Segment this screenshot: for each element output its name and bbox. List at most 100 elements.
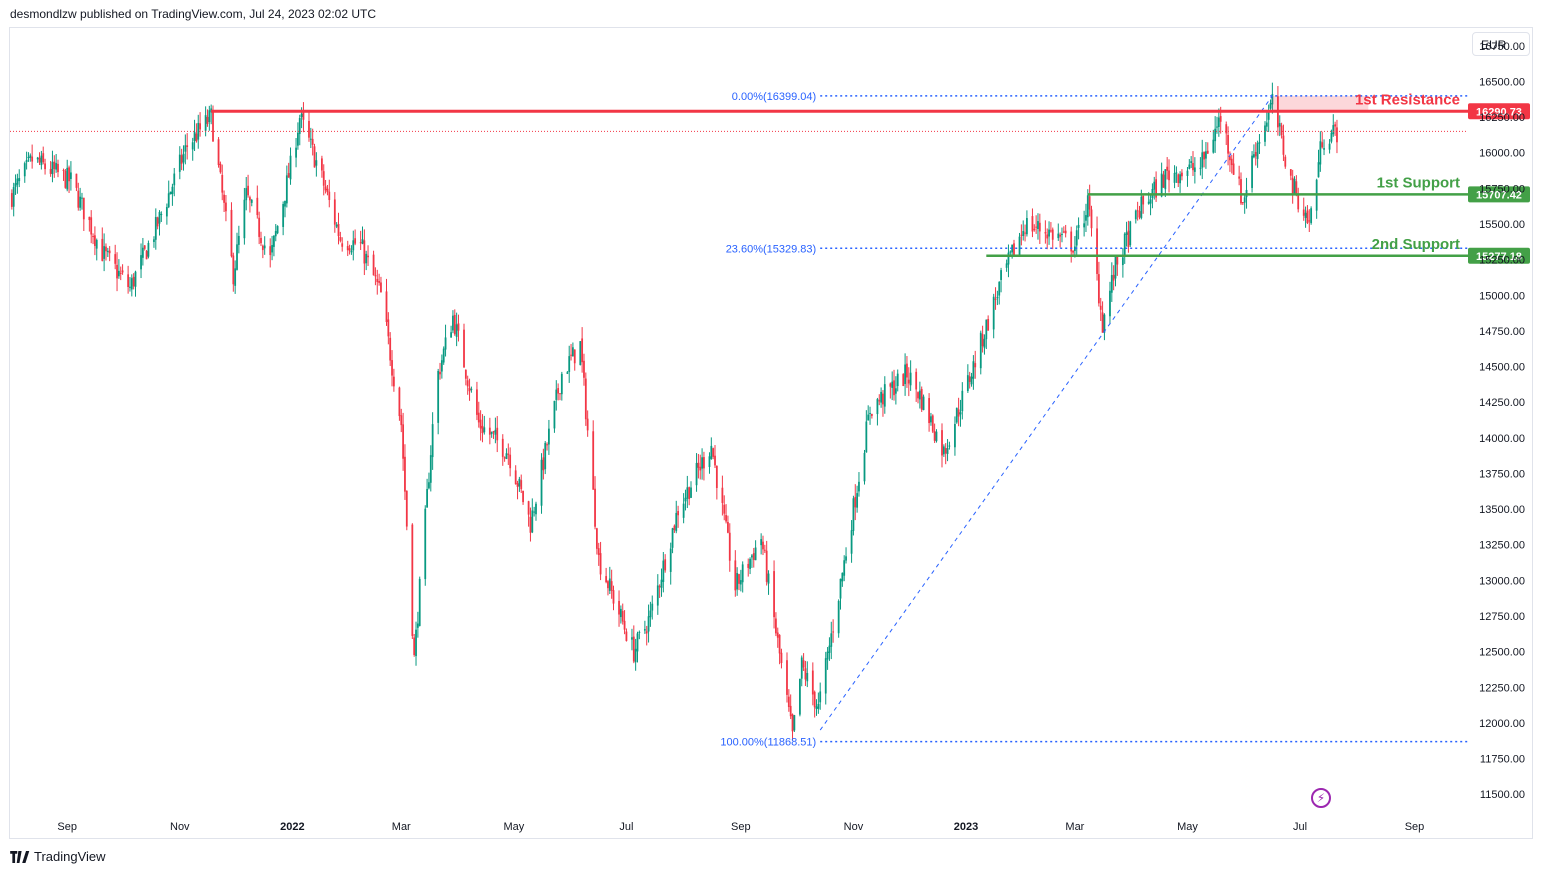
candle-body: [518, 478, 521, 487]
candle: [942, 444, 945, 457]
candle: [1129, 220, 1132, 247]
candle-body: [1007, 252, 1010, 265]
candle: [1018, 232, 1021, 257]
candle: [365, 250, 368, 271]
candle-body: [832, 631, 835, 633]
y-tick-label: 14500.00: [1479, 362, 1525, 374]
flash-icon[interactable]: ⚡: [1311, 788, 1331, 808]
candle: [520, 474, 523, 494]
candle: [450, 325, 452, 338]
candle: [1291, 169, 1294, 204]
candle: [315, 152, 318, 177]
candle: [738, 573, 740, 591]
footer-brand[interactable]: TradingView: [10, 849, 106, 864]
candle: [180, 148, 183, 171]
candle: [1149, 193, 1152, 216]
candle: [968, 371, 971, 389]
candle-body: [258, 217, 261, 237]
candle-body: [1020, 234, 1023, 236]
candle: [793, 714, 796, 733]
candle: [954, 416, 956, 456]
candle-body: [250, 199, 253, 203]
candle: [754, 540, 757, 561]
candle-body: [594, 488, 596, 527]
candle: [1264, 121, 1266, 147]
candle: [269, 238, 272, 268]
candle-body: [57, 163, 59, 173]
candle-body: [42, 153, 45, 163]
candle: [533, 506, 536, 517]
candle-body: [1116, 255, 1119, 265]
candle-body: [714, 455, 716, 466]
candle-body: [400, 415, 403, 426]
candle-body: [715, 465, 718, 488]
candle: [669, 542, 672, 585]
y-tick-label: 16500.00: [1479, 76, 1525, 88]
candle-body: [1206, 150, 1209, 154]
candle-body: [300, 113, 303, 118]
candle-body: [204, 115, 207, 131]
currency-selector[interactable]: EUR: [1472, 32, 1530, 56]
candle: [559, 393, 561, 401]
candle-body: [505, 453, 508, 459]
candle-body: [411, 524, 414, 636]
candle-body: [1142, 195, 1145, 205]
candle-body: [623, 620, 626, 630]
candle: [453, 309, 456, 336]
candle: [983, 334, 986, 355]
candle-body: [739, 580, 742, 585]
candle-body: [173, 173, 176, 186]
candle-body: [673, 525, 676, 530]
candle-body: [819, 691, 822, 703]
candle-body: [16, 178, 19, 185]
candle: [708, 452, 711, 474]
candle-body: [1232, 163, 1235, 175]
candle: [974, 350, 977, 379]
candle: [826, 647, 829, 670]
candle: [1077, 217, 1080, 240]
candle-body: [1013, 243, 1015, 257]
candle: [1253, 144, 1255, 159]
candle: [428, 472, 430, 490]
candle: [896, 369, 899, 392]
candle-body: [90, 217, 93, 235]
candle: [786, 652, 788, 703]
candle-body: [979, 332, 982, 369]
candle: [134, 270, 137, 297]
candle: [579, 341, 582, 366]
candle: [507, 443, 510, 465]
candle: [101, 227, 104, 262]
candle: [752, 547, 755, 568]
candle: [496, 416, 499, 453]
candle-body: [1085, 215, 1087, 221]
candle-body: [760, 539, 763, 546]
candle: [1059, 232, 1062, 248]
candle: [762, 535, 764, 556]
candle-body: [1129, 221, 1132, 246]
candle: [922, 394, 925, 411]
candle: [354, 229, 357, 246]
candle-body: [1134, 210, 1137, 220]
candle-body: [780, 652, 783, 663]
candle-body: [490, 431, 493, 435]
candle-body: [1109, 290, 1111, 317]
candle: [1258, 134, 1261, 155]
candle: [850, 520, 853, 563]
candle-body: [62, 169, 65, 171]
candle-body: [754, 547, 757, 561]
candle: [117, 259, 120, 279]
candle-body: [736, 573, 739, 590]
candle: [1310, 206, 1313, 225]
candle: [1306, 205, 1309, 225]
candle: [1217, 108, 1220, 137]
candle: [741, 561, 744, 593]
candle-body: [1297, 193, 1300, 210]
candle-body: [263, 245, 266, 249]
candle-body: [1140, 196, 1143, 219]
candle-body: [1302, 209, 1305, 216]
candle: [1193, 157, 1196, 184]
candle: [856, 485, 859, 513]
y-tick-label: 16250.00: [1479, 112, 1525, 124]
candle: [751, 554, 753, 568]
